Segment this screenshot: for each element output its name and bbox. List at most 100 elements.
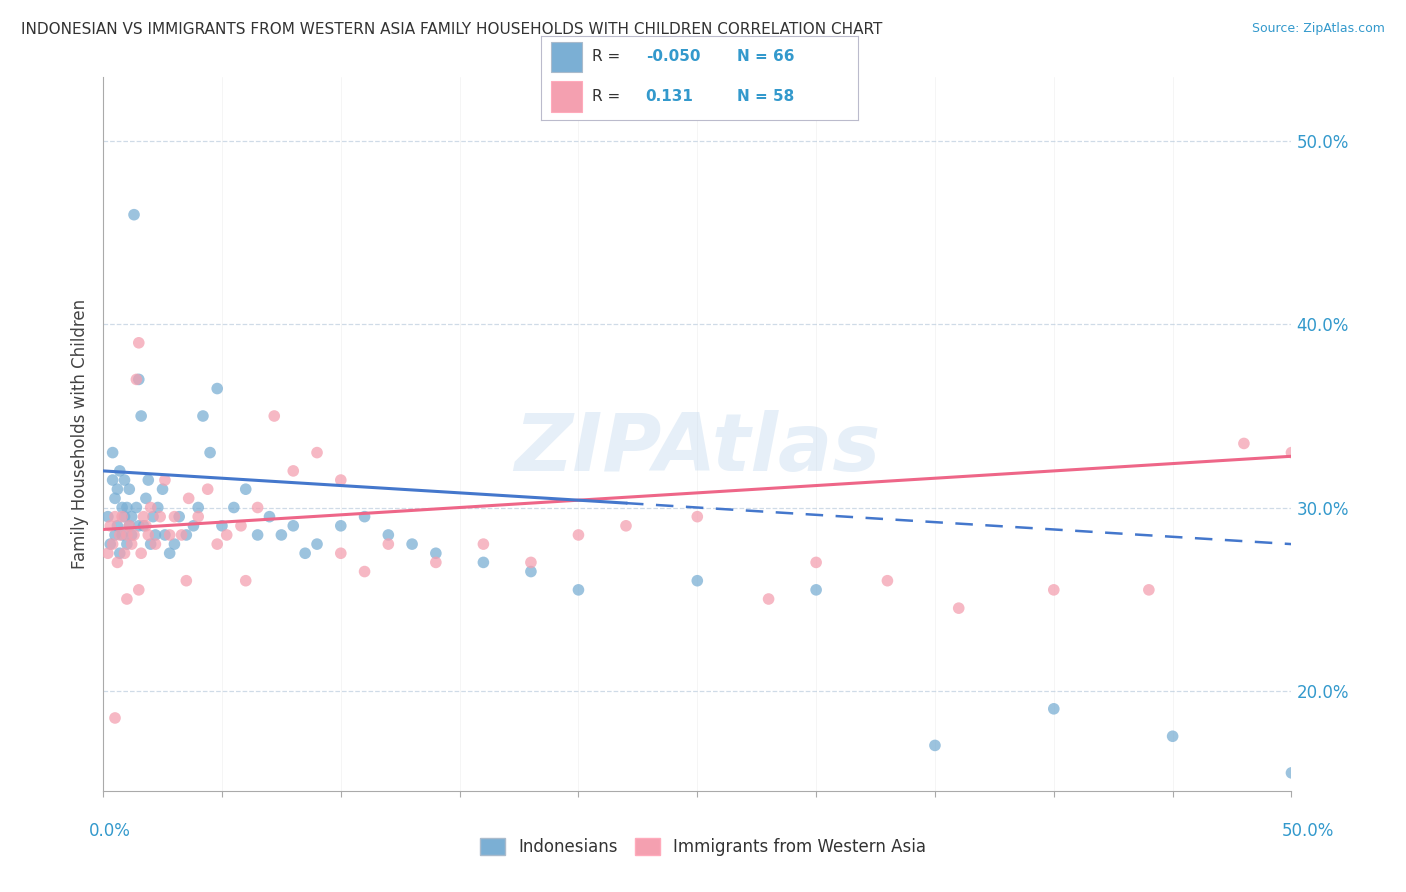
Text: ZIPAtlas: ZIPAtlas xyxy=(515,409,880,488)
Point xyxy=(177,491,200,506)
Point xyxy=(98,518,121,533)
Text: R =: R = xyxy=(592,48,626,63)
Point xyxy=(305,445,328,459)
Point xyxy=(924,739,946,753)
Point xyxy=(1161,729,1184,743)
Point xyxy=(128,335,150,350)
Text: INDONESIAN VS IMMIGRANTS FROM WESTERN ASIA FAMILY HOUSEHOLDS WITH CHILDREN CORRE: INDONESIAN VS IMMIGRANTS FROM WESTERN AS… xyxy=(21,22,883,37)
Point xyxy=(115,537,138,551)
Point xyxy=(105,556,128,570)
Point xyxy=(259,509,281,524)
Point xyxy=(97,509,120,524)
Text: N = 66: N = 66 xyxy=(738,48,794,63)
Point xyxy=(686,509,709,524)
Point xyxy=(111,500,134,515)
Point xyxy=(118,482,141,496)
Point xyxy=(235,574,257,588)
Point xyxy=(222,500,245,515)
Point xyxy=(145,528,167,542)
Point xyxy=(876,574,898,588)
Point xyxy=(401,537,423,551)
Point xyxy=(1281,445,1303,459)
Point xyxy=(118,518,141,533)
Point xyxy=(163,509,186,524)
Point xyxy=(101,473,124,487)
Point xyxy=(136,528,159,542)
Point xyxy=(270,528,292,542)
Point xyxy=(132,518,155,533)
Point xyxy=(125,372,148,386)
Y-axis label: Family Households with Children: Family Households with Children xyxy=(72,299,89,569)
Point xyxy=(425,546,447,560)
Point xyxy=(108,464,131,478)
Point xyxy=(283,464,305,478)
Point xyxy=(128,518,150,533)
Point xyxy=(149,509,172,524)
Point xyxy=(246,528,269,542)
Point xyxy=(1281,765,1303,780)
Point xyxy=(163,537,186,551)
Point xyxy=(135,491,157,506)
Point xyxy=(948,601,970,615)
Point xyxy=(167,509,190,524)
Point xyxy=(686,574,709,588)
Point xyxy=(118,518,141,533)
Point xyxy=(567,582,589,597)
Point xyxy=(146,500,169,515)
Point xyxy=(187,500,209,515)
Point xyxy=(153,528,176,542)
Point xyxy=(111,528,134,542)
Point xyxy=(329,518,352,533)
Text: Source: ZipAtlas.com: Source: ZipAtlas.com xyxy=(1251,22,1385,36)
Point xyxy=(191,409,214,423)
Point xyxy=(1137,582,1160,597)
Point xyxy=(139,500,162,515)
Point xyxy=(145,537,167,551)
Point xyxy=(114,473,136,487)
Point xyxy=(170,528,193,542)
Legend: Indonesians, Immigrants from Western Asia: Indonesians, Immigrants from Western Asi… xyxy=(472,830,934,864)
Text: R =: R = xyxy=(592,89,626,104)
Point xyxy=(129,409,152,423)
Point xyxy=(128,582,150,597)
Point xyxy=(211,518,233,533)
Point xyxy=(263,409,285,423)
Point xyxy=(353,565,375,579)
Point xyxy=(122,208,145,222)
Point xyxy=(136,473,159,487)
Point xyxy=(215,528,238,542)
Point xyxy=(472,537,495,551)
Point xyxy=(128,372,150,386)
Point xyxy=(108,528,131,542)
Point xyxy=(197,482,219,496)
Point xyxy=(1042,582,1064,597)
Point xyxy=(198,445,221,459)
Point xyxy=(121,509,143,524)
Point xyxy=(122,528,145,542)
Point xyxy=(114,509,136,524)
Point xyxy=(159,528,181,542)
Point xyxy=(205,537,228,551)
Point xyxy=(104,528,127,542)
Point xyxy=(121,537,143,551)
Point xyxy=(305,537,328,551)
Point xyxy=(187,509,209,524)
Point xyxy=(101,537,124,551)
Point xyxy=(105,518,128,533)
Point xyxy=(115,528,138,542)
Point xyxy=(229,518,252,533)
Point xyxy=(129,546,152,560)
Point xyxy=(108,546,131,560)
Point xyxy=(804,582,827,597)
Point xyxy=(235,482,257,496)
Point xyxy=(614,518,637,533)
Point xyxy=(520,565,543,579)
Point xyxy=(567,528,589,542)
Point xyxy=(104,711,127,725)
Point xyxy=(1042,702,1064,716)
Point xyxy=(804,556,827,570)
Text: -0.050: -0.050 xyxy=(645,48,700,63)
Bar xyxy=(551,42,582,72)
Point xyxy=(520,556,543,570)
Point xyxy=(1233,436,1256,450)
